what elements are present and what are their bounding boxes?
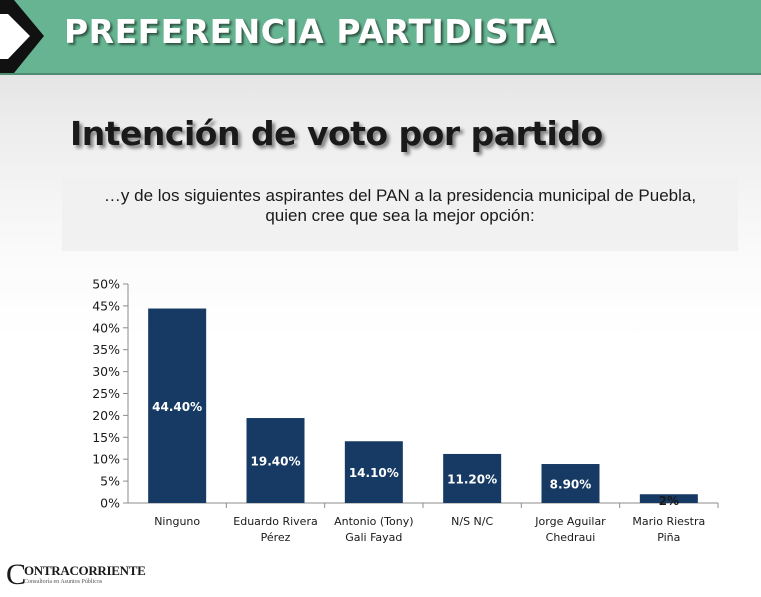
bar-chart: 0% 5% 10% 15% 20% 25% 30% 35% 40% 45% 50% 44.40% Nin… — [92, 277, 719, 544]
data-label: 44.40% — [152, 400, 202, 414]
y-tick-label: 20% — [92, 408, 120, 423]
bar — [344, 441, 403, 503]
y-tick-label: 25% — [92, 386, 120, 401]
company-logo: C ONTRACORRIENTE Consultoría en Asuntos … — [6, 558, 146, 592]
category-label: Mario Riestra — [632, 515, 705, 528]
question-line-1: …y de los siguientes aspirantes del PAN … — [103, 186, 697, 205]
data-label: 8.90% — [550, 478, 592, 492]
bar — [148, 308, 207, 503]
bar — [246, 418, 305, 503]
bar — [639, 494, 698, 503]
category-label: Antonio (Tony) — [334, 515, 413, 528]
y-tick-label: 35% — [92, 342, 120, 357]
category-label: Pérez — [261, 531, 291, 544]
bar — [541, 464, 600, 503]
y-tick-label: 50% — [92, 277, 120, 292]
logo-tagline: Consultoría en Asuntos Públicos — [24, 579, 103, 585]
category-label: Eduardo Rivera — [233, 515, 317, 528]
data-label: 14.10% — [349, 466, 399, 480]
data-label: 19.40% — [251, 455, 301, 469]
category-label: Jorge Aguilar — [534, 515, 606, 528]
y-tick-label: 0% — [100, 496, 120, 511]
category-label: N/S N/C — [451, 515, 493, 528]
header-divider — [0, 73, 761, 75]
y-tick-label: 45% — [92, 298, 120, 313]
category-label: Piña — [657, 531, 680, 544]
y-tick-label: 15% — [92, 430, 120, 445]
section-subtitle: Intención de voto por partido — [70, 114, 603, 153]
y-tick-label: 5% — [100, 474, 120, 489]
bar — [443, 453, 502, 503]
y-tick-label: 10% — [92, 452, 120, 467]
y-tick-label: 30% — [92, 364, 120, 379]
logo-initial: C — [6, 558, 27, 591]
category-label: Gali Fayad — [345, 531, 402, 544]
data-label: 2% — [659, 494, 679, 508]
logo-name: ONTRACORRIENTE — [24, 563, 146, 578]
category-label: Ninguno — [154, 515, 200, 528]
question-line-2: quien cree que sea la mejor opción: — [265, 206, 535, 225]
page-title: PREFERENCIA PARTIDISTA — [64, 12, 556, 51]
question-box: …y de los siguientes aspirantes del PAN … — [62, 178, 738, 251]
y-tick-label: 40% — [92, 320, 120, 335]
data-label: 11.20% — [447, 472, 497, 486]
question-text: …y de los siguientes aspirantes del PAN … — [62, 186, 738, 226]
category-label: Chedraui — [546, 531, 596, 544]
header-band — [0, 0, 761, 73]
play-arrow-icon — [0, 0, 44, 73]
